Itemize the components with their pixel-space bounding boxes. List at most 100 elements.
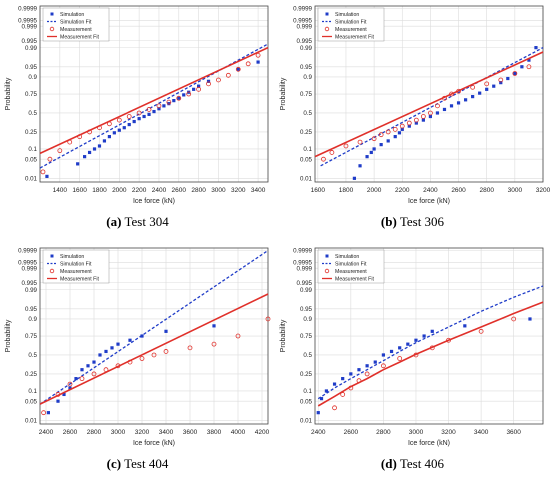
legend-point-swatch [325,254,329,258]
simulation-point [45,174,49,178]
x-tick-label: 3600 [506,429,521,436]
simulation-point [167,102,171,106]
simulation-point [528,317,532,321]
series-line-measurement-fit [314,51,544,158]
legend-label: Simulation Fit [60,20,92,26]
x-tick-label: 3200 [441,429,456,436]
measurement-point [332,405,337,411]
simulation-point [152,109,156,114]
chart-panel-c: 2400 2600 2800 3000 3200 3400 3600 3800 4000 4200… [0,242,275,480]
simulation-point [357,368,361,372]
x-tick-label: 2800 [479,187,494,194]
measurement-point [41,410,46,416]
y-tick-label: 0.9995 [293,260,312,267]
simulation-point [92,360,96,364]
simulation-point [137,117,141,121]
measurement-point [321,156,326,162]
simulation-point [492,84,496,88]
y-tick-label: 0.01 [300,418,313,425]
x-tick-label: 3200 [135,429,150,436]
caption-b: (b) Test 306 [275,214,550,230]
legend-label: Simulation [335,12,359,18]
y-tick-label: 0.999 [297,265,313,272]
x-tick-label: 3800 [207,429,222,436]
measurement-point [406,120,412,126]
legend-label: Measurement [60,27,92,33]
measurement-point [79,376,85,382]
measurement-point [47,156,53,162]
simulation-point [414,121,418,125]
simulation-point [86,364,90,368]
y-tick-label: 0.05 [300,156,313,163]
measurement-point [512,71,518,76]
y-tick-label: 0.25 [25,129,38,136]
simulation-point [164,329,168,333]
measurement-point [371,136,377,142]
y-tick-label: 0.01 [25,418,38,425]
legend-label: Measurement [335,269,367,275]
legend-label: Simulation [60,254,84,260]
simulation-point [534,46,538,50]
simulation-point [46,411,50,415]
x-tick-label: 2400 [152,187,167,194]
simulation-point [157,107,161,111]
caption-a-text: Test 304 [124,214,169,229]
measurement-point [40,169,46,175]
caption-a-letter: (a) [106,214,122,229]
x-tick-label: 2400 [39,429,54,436]
legend-circle-swatch [324,26,330,32]
x-tick-label: 1600 [72,187,87,194]
y-tick-label: 0.01 [25,176,38,183]
chart-panel-d: 2400 2600 2800 3000 3200 3400 3600 0.01 0.05 0.1 0… [275,242,550,480]
simulation-point [352,176,357,180]
simulation-point [83,155,87,159]
caption-c-letter: (c) [106,456,122,471]
legend-box [317,7,385,42]
measurement-point [478,328,484,334]
measurement-point [329,150,335,155]
simulation-point [471,95,475,99]
y-tick-label: 0.5 [303,110,312,117]
simulation-point [172,99,176,103]
x-tick-label: 3000 [409,429,424,436]
simulation-point [369,150,373,155]
chart-panel-a: 1400 1600 1800 2000 2200 2400 2600 2800 3000 3200… [0,0,275,238]
y-tick-label: 0.99 [300,287,313,294]
simulation-point [381,353,385,357]
simulation-point [389,349,394,354]
y-tick-label: 0.05 [25,398,38,405]
caption-c: (c) Test 404 [0,456,275,472]
simulation-point [386,139,390,143]
y-tick-label: 0.9999 [293,6,312,13]
legend-label: Measurement Fit [335,277,374,283]
simulation-point [365,364,369,368]
x-axis-label: Ice force (kN) [133,440,175,447]
simulation-point [527,58,531,62]
measurement-point [255,52,261,58]
axes-frame [314,247,544,425]
simulation-point [107,135,111,139]
caption-a: (a) Test 304 [0,214,275,230]
measurement-point [385,129,391,135]
measurement-point [187,345,193,351]
measurement-point [428,110,433,116]
simulation-point [430,329,434,333]
simulation-point [92,147,97,151]
measurement-point [470,84,476,90]
simulation-point [406,342,410,346]
y-tick-label: 0.75 [25,333,38,340]
y-tick-label: 0.95 [25,64,38,71]
simulation-point [256,60,260,64]
x-tick-label: 4200 [255,429,270,436]
x-tick-label: 3400 [159,429,174,436]
legend-point-swatch [50,254,54,258]
simulation-point [98,353,102,357]
y-tick-label: 0.9995 [18,18,37,25]
legend-label: Simulation Fit [335,20,367,26]
x-tick-label: 2400 [423,187,438,194]
y-tick-label: 0.95 [300,306,313,313]
x-tick-label: 1400 [53,187,68,194]
measurement-point [186,91,192,97]
simulation-point [116,342,120,346]
